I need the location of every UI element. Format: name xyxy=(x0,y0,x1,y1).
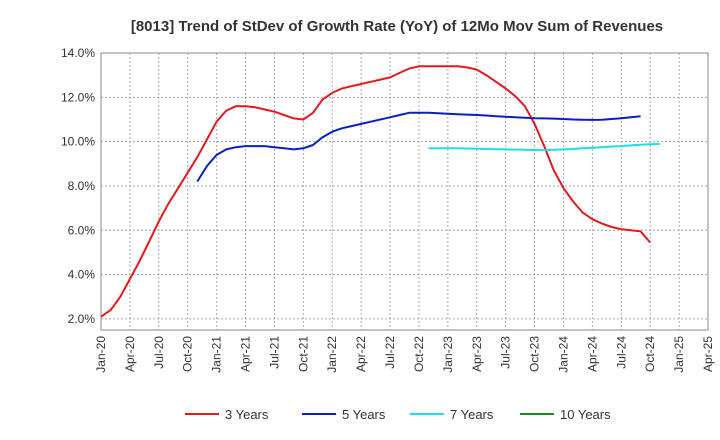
y-tick-label: 2.0% xyxy=(68,312,96,326)
x-tick-label: Apr-20 xyxy=(123,336,137,372)
y-tick-label: 6.0% xyxy=(68,223,96,237)
y-tick-label: 8.0% xyxy=(68,179,96,193)
x-tick-label: Oct-21 xyxy=(296,336,310,372)
legend-label-3-years: 3 Years xyxy=(225,407,269,422)
series-line-5-years xyxy=(196,111,641,183)
x-tick-label: Jan-24 xyxy=(556,336,570,373)
x-tick-label: Apr-22 xyxy=(354,336,368,372)
y-tick-label: 10.0% xyxy=(61,135,95,149)
x-tick-label: Jul-24 xyxy=(614,336,628,369)
x-tick-label: Apr-21 xyxy=(239,336,253,372)
series-line-3-years xyxy=(100,65,651,318)
y-tick-label: 4.0% xyxy=(68,268,96,282)
x-tick-label: Jan-21 xyxy=(210,336,224,373)
x-tick-label: Oct-24 xyxy=(643,336,657,372)
y-tick-label: 14.0% xyxy=(61,46,95,60)
plot-area xyxy=(101,53,708,330)
y-tick-label: 12.0% xyxy=(61,90,95,104)
x-tick-label: Oct-23 xyxy=(528,336,542,372)
x-tick-label: Jan-20 xyxy=(94,336,108,373)
y-axis-tick-labels: 2.0% 4.0% 6.0% 8.0% 10.0% 12.0% 14.0% xyxy=(61,46,95,326)
x-tick-label: Apr-23 xyxy=(470,336,484,372)
x-tick-label: Apr-24 xyxy=(585,336,599,372)
legend: 3 Years 5 Years 7 Years 10 Years xyxy=(185,407,611,422)
series-layer xyxy=(100,65,660,318)
series-line-7-years xyxy=(428,142,660,152)
x-tick-label: Oct-22 xyxy=(412,336,426,372)
x-tick-label: Jan-23 xyxy=(441,336,455,373)
x-tick-label: Jan-25 xyxy=(672,336,686,373)
legend-label-10-years: 10 Years xyxy=(560,407,611,422)
plot-border xyxy=(100,52,709,331)
chart-title: [8013] Trend of StDev of Growth Rate (Yo… xyxy=(131,18,663,35)
x-tick-label: Jul-21 xyxy=(267,336,281,369)
x-axis-tick-labels: Jan-20 Apr-20 Jul-20 Oct-20 Jan-21 Apr-21 Jul-… xyxy=(94,336,715,373)
x-tick-label: Oct-20 xyxy=(181,336,195,372)
legend-label-5-years: 5 Years xyxy=(342,407,386,422)
x-tick-label: Jan-22 xyxy=(325,336,339,373)
x-tick-label: Jul-20 xyxy=(152,336,166,369)
x-tick-label: Apr-25 xyxy=(701,336,715,372)
x-tick-label: Jul-23 xyxy=(499,336,513,369)
x-tick-label: Jul-22 xyxy=(383,336,397,369)
legend-label-7-years: 7 Years xyxy=(450,407,494,422)
